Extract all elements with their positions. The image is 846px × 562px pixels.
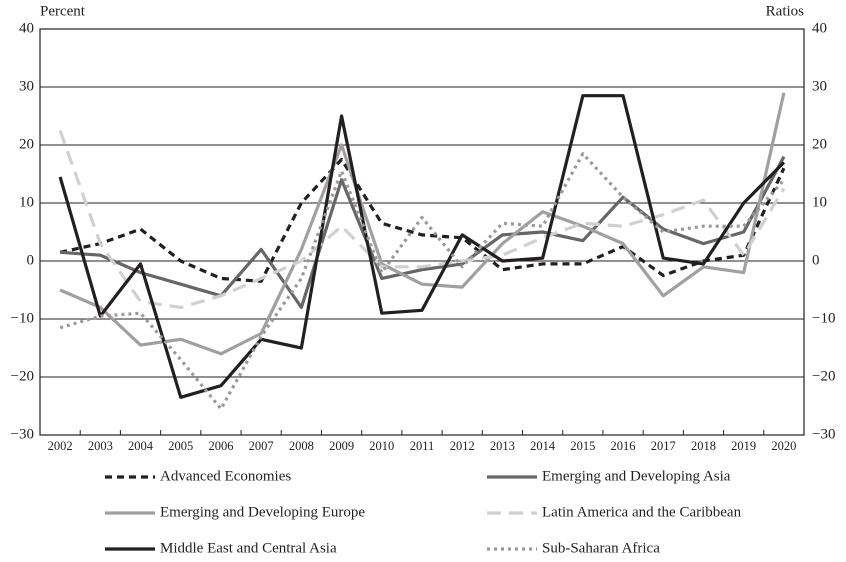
x-tick-label: 2007 — [249, 439, 274, 453]
y-tick-label: 10 — [19, 194, 34, 210]
series-line — [58, 129, 786, 309]
x-tick-label: 2013 — [490, 439, 515, 453]
series-line — [59, 152, 786, 411]
x-tick-label: 2018 — [691, 439, 716, 453]
x-tick-label: 2008 — [289, 439, 314, 453]
y2-tick-label: 10 — [812, 194, 827, 210]
legend-label: Advanced Economies — [160, 468, 291, 484]
y2-tick-label: −20 — [812, 368, 835, 384]
legend-label: Sub-Saharan Africa — [542, 540, 660, 556]
x-tick-label: 2005 — [168, 439, 193, 453]
x-tick-label: 2010 — [369, 439, 394, 453]
y-tick-label: −20 — [11, 368, 34, 384]
x-tick-label: 2012 — [450, 439, 475, 453]
y2-tick-label: −10 — [812, 310, 835, 326]
y2-tick-label: −30 — [812, 426, 835, 442]
plot-frame — [39, 28, 805, 436]
series-line — [59, 157, 786, 283]
y-tick-label: 20 — [19, 136, 34, 152]
x-tick-label: 2002 — [48, 439, 73, 453]
y2-tick-label: 30 — [812, 78, 827, 94]
legend-label: Emerging and Developing Europe — [160, 504, 365, 520]
series-line — [59, 92, 786, 356]
legend-label: Middle East and Central Asia — [160, 540, 337, 556]
x-tick-label: 2015 — [570, 439, 595, 453]
y2-tick-label: 20 — [812, 136, 827, 152]
y-tick-label: 0 — [27, 252, 35, 268]
y2-axis-label: Ratios — [766, 3, 804, 19]
x-tick-label: 2014 — [530, 439, 556, 453]
series-line — [58, 94, 786, 399]
x-tick-label: 2020 — [771, 439, 796, 453]
legend-label: Latin America and the Caribbean — [542, 504, 742, 520]
x-tick-label: 2011 — [410, 439, 435, 453]
x-tick-label: 2006 — [208, 439, 233, 453]
x-tick-label: 2009 — [329, 439, 354, 453]
y-tick-label: −10 — [11, 310, 34, 326]
x-tick-label: 2016 — [611, 439, 636, 453]
x-tick-label: 2019 — [731, 439, 756, 453]
x-tick-label: 2004 — [128, 439, 154, 453]
y2-tick-label: 0 — [812, 252, 820, 268]
y2-tick-label: 40 — [812, 20, 827, 36]
legend-label: Emerging and Developing Asia — [542, 468, 731, 484]
series-line — [59, 155, 786, 309]
y-tick-label: 30 — [19, 78, 34, 94]
y-tick-label: 40 — [19, 20, 34, 36]
y-tick-label: −30 — [11, 426, 34, 442]
y-axis-label: Percent — [40, 3, 86, 19]
x-tick-label: 2003 — [88, 439, 113, 453]
x-tick-label: 2017 — [651, 439, 676, 453]
